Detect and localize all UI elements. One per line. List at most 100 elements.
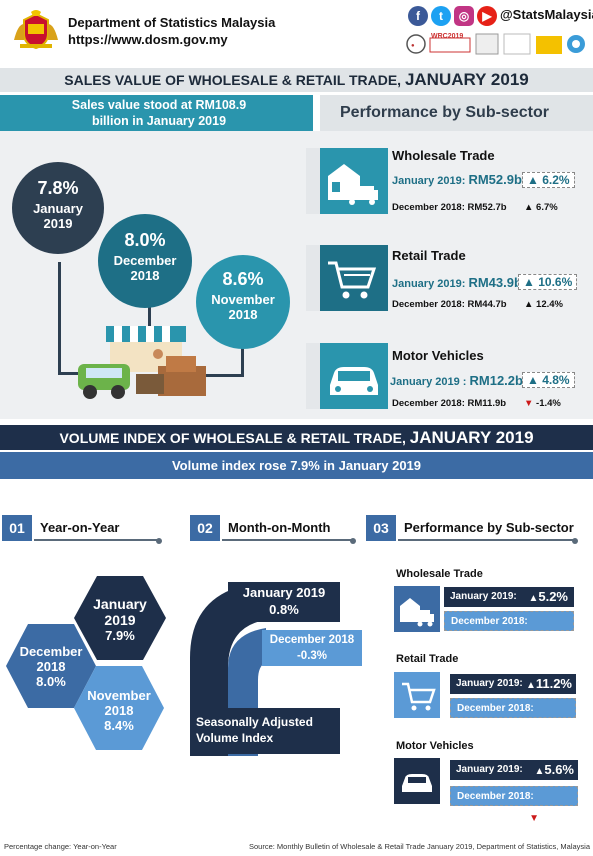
org-title: Department of Statistics Malaysia [68,15,276,30]
bullet-dot [350,538,356,544]
vol-dec-label: December 2018: [457,791,534,802]
jan-change-badge: ▲ 4.8% [522,372,575,388]
car-icon [320,343,388,409]
section-label-mom: Month-on-Month [222,515,354,541]
vol-dec-row: December 2018: ▼-0.5% [450,786,578,824]
jan-label: January 2019: [392,175,469,187]
jan-label: January 2019 : [390,376,470,388]
sales-summary-banner: Sales value stood at RM108.9 billion in … [0,95,313,131]
section-label-yoy: Year-on-Year [34,515,160,541]
vol-jan-row: January 2019: ▲11.2% [450,674,576,694]
jan-value: RM12.2b [469,373,523,388]
up-arrow-icon: ▲ [524,299,534,310]
vol-wholesale-tile [394,586,440,632]
mom-caption: Seasonally Adjusted Volume Index [196,715,313,745]
jan-change: 10.6% [538,275,573,289]
motor-tile [306,343,388,409]
vol-jan-change: ▲5.2% [528,587,574,609]
up-arrow-icon: ▲ [524,725,535,736]
sector-name-retail: Retail Trade [392,248,466,263]
sector-dec-motor: December 2018: RM11.9b [392,398,507,409]
vol-jan-label: January 2019: [450,591,517,602]
hex-label: November 2018 [87,688,151,718]
sales-perf-heading: Performance by Sub-sector [320,95,593,131]
section-num-yoy: 01 [2,515,32,541]
up-arrow-icon: ▲ [528,593,539,604]
jan-change: 6.2% [542,173,570,187]
section-label-sub: Performance by Sub-sector [398,515,576,541]
org-url[interactable]: https://www.dosm.gov.my [68,32,228,47]
jan-label: January 2019: [392,278,469,290]
section-num-sub: 03 [366,515,396,541]
vol-jan-label: January 2019: [456,678,523,689]
up-arrow-icon: ▲ [527,173,539,187]
circle-label: December 2018 [113,253,177,283]
circle-pct: 8.0% [124,230,166,250]
sector-name-motor: Motor Vehicles [392,348,484,363]
sector-dec-wholesale: December 2018: RM52.7b [392,202,507,213]
vol-sector-name-retail: Retail Trade [396,653,459,665]
nhms-logo-mark [406,34,426,54]
hies-logo-box [475,33,499,55]
shopping-cart-icon [320,245,388,311]
wrc-logo: WRC2019 [431,33,464,40]
hex-value: 8.4% [104,718,134,733]
mom-arc-graphic [190,582,340,756]
twitter-icon[interactable]: t [431,6,451,26]
sales-title-period: JANUARY 2019 [404,70,529,89]
hex-value: 7.9% [105,628,135,643]
hex-label: December 2018 [19,644,83,674]
warehouse-truck-icon [320,148,388,214]
youtube-icon[interactable]: ▶ [477,6,497,26]
bullet-dot [572,538,578,544]
connector-line [241,346,244,376]
dec-change-value: -1.4% [536,398,561,409]
sales-title: SALES VALUE OF WHOLESALE & RETAIL TRADE,… [0,68,593,92]
hex-nov-2018: November 2018 8.4% [74,666,164,750]
sales-title-band [0,68,593,92]
retail-tile [306,245,388,311]
car-icon [402,774,432,792]
vol-jan-change: ▲11.2% [526,674,576,696]
dec-change-value: 6.7% [536,202,558,213]
volume-title-prefix: VOLUME INDEX OF WHOLESALE & RETAIL TRADE… [59,430,406,446]
warehouse-truck-icon [400,598,434,627]
vol-jan-value: 5.6% [544,762,574,777]
circle-pct: 7.8% [37,178,79,198]
sales-title-prefix: SALES VALUE OF WHOLESALE & RETAIL TRADE, [64,72,402,88]
mom-dec-value: -0.3% [296,650,328,662]
circle-pct: 8.6% [222,269,264,289]
vol-sector-name-motor: Motor Vehicles [396,740,474,752]
down-arrow-icon: ▼ [524,398,534,409]
vol-dec-row: December 2018: ▲6.0% [444,611,574,649]
connector-line [148,305,151,341]
up-arrow-icon: ▲ [523,275,535,289]
vol-dec-change: ▲6.0% [527,632,573,654]
circle-dec-2018: 8.0% December 2018 [98,214,192,308]
up-arrow-icon: ▲ [527,373,539,387]
vol-dec-value: 6.0% [537,634,567,649]
hex-value: 8.0% [36,674,66,689]
market-stall-illustration [78,326,206,399]
circle-jan-2019: 7.8% January 2019 [12,162,104,254]
event-logos: ● WRC2019 [404,30,590,64]
circle-nov-2018: 8.6% November 2018 [196,255,290,349]
instagram-icon[interactable]: ◎ [454,6,474,26]
vol-dec-row: December 2018: ▲12.2% [450,698,576,736]
wholesale-tile [306,148,388,214]
connector-line [196,374,244,377]
dec-change: ▲ 6.7% [524,202,558,213]
vol-dec-change: ▼-0.5% [529,807,577,829]
facebook-icon[interactable]: f [408,6,428,26]
jan-change: 4.8% [542,373,570,387]
sector-name-wholesale: Wholesale Trade [392,148,495,163]
mom-dec-label: December 2018 [269,634,355,646]
jan-value: RM43.9b [468,275,522,290]
up-arrow-icon: ▲ [527,638,538,649]
shopping-cart-icon [402,682,436,711]
up-arrow-icon: ▲ [525,680,536,691]
dec-change: ▲ 12.4% [524,299,563,310]
vol-sector-name-wholesale: Wholesale Trade [396,568,483,580]
logo-row: ● [406,33,585,55]
jan-change-badge: ▲ 6.2% [522,172,575,188]
